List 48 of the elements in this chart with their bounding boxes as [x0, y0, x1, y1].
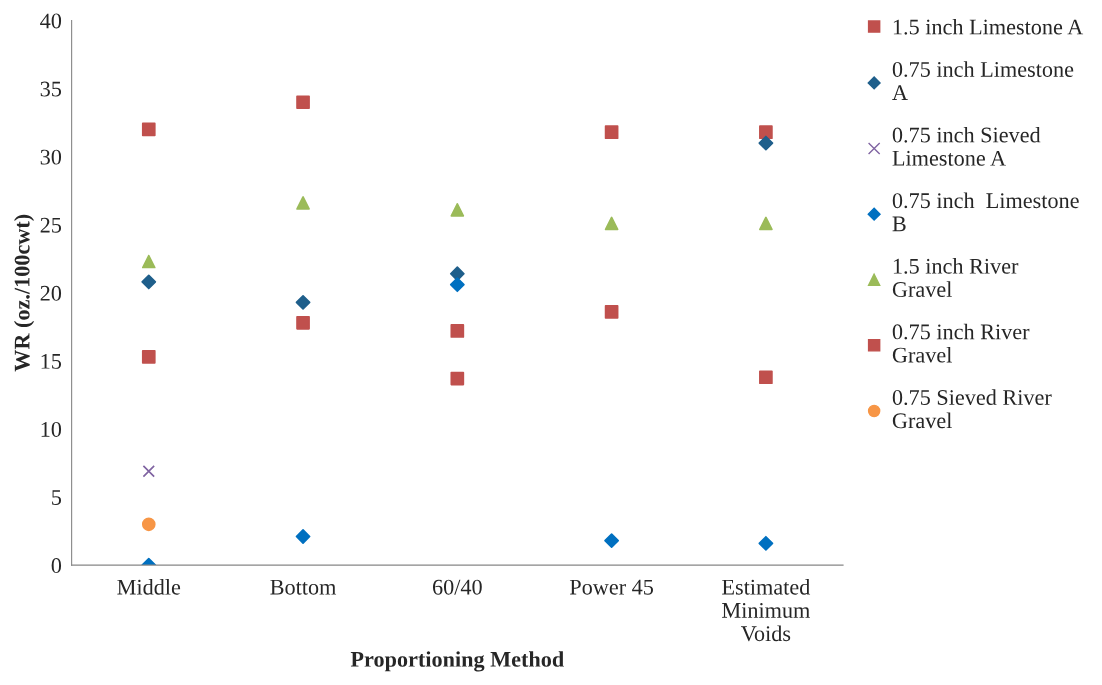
point	[604, 533, 620, 549]
point	[450, 371, 465, 386]
point	[759, 216, 773, 231]
point	[296, 95, 310, 110]
point	[450, 324, 465, 338]
legend-label: 0.75 inch Limestone A	[892, 61, 1074, 100]
x-tick-label: Estimated Minimum Voids	[722, 579, 811, 642]
y-tick-label: 40	[40, 13, 62, 29]
legend-label: 1.5 inch Limestone A	[893, 18, 1084, 35]
y-axis-title: WR (oz./100cwt)	[13, 214, 35, 372]
point	[296, 196, 310, 210]
legend-label: 0.75 inch Sieved Limestone A	[892, 126, 1041, 166]
point	[141, 274, 157, 290]
point	[604, 305, 619, 319]
point	[141, 122, 156, 137]
point	[141, 254, 156, 269]
point	[758, 135, 774, 151]
point	[450, 202, 465, 217]
point	[604, 216, 619, 231]
point	[604, 125, 619, 140]
x-tick-label: Bottom	[270, 579, 337, 595]
legend-label: 0.75 inch Limestone B	[892, 192, 1079, 232]
point	[141, 349, 156, 364]
point	[141, 517, 156, 532]
y-tick-label: 0	[51, 558, 62, 574]
legend-label: 1.5 inch River Gravel	[892, 258, 1019, 297]
y-tick-label: 25	[40, 217, 62, 233]
point	[296, 315, 310, 330]
y-tick-label: 15	[41, 353, 62, 369]
point	[142, 464, 155, 478]
legend-label: 0.75 inch River Gravel	[892, 323, 1030, 363]
point	[759, 370, 773, 385]
y-tick-label: 5	[52, 490, 62, 505]
x-tick-label: Middle	[117, 579, 181, 595]
legend-label: 0.75 Sieved River Gravel	[892, 389, 1052, 429]
x-tick-label: Power 45	[569, 579, 654, 595]
y-tick-label: 10	[41, 421, 62, 437]
point	[449, 266, 465, 282]
y-tick-label: 30	[40, 149, 62, 165]
point	[295, 529, 311, 544]
y-tick-label: 20	[40, 285, 62, 301]
point	[758, 535, 774, 551]
point	[449, 277, 465, 293]
x-axis-title: Proportioning Method	[350, 651, 564, 672]
point	[759, 125, 773, 140]
point	[295, 294, 311, 310]
x-tick-label: 60/40	[432, 579, 482, 595]
y-tick-label: 35	[40, 81, 62, 97]
